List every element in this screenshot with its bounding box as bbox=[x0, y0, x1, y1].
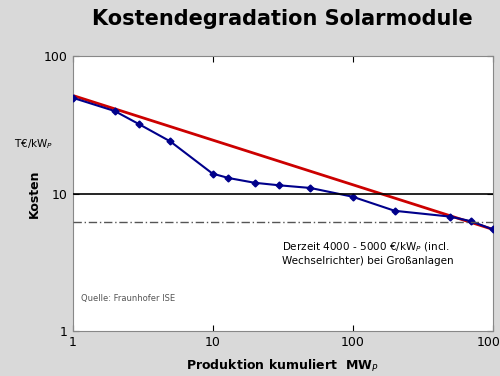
Text: Kostendegradation Solarmodule: Kostendegradation Solarmodule bbox=[92, 9, 473, 29]
Y-axis label: Kosten: Kosten bbox=[28, 170, 41, 218]
Text: Derzeit 4000 - 5000 €/kW$_P$ (incl.
Wechselrichter) bei Großanlagen: Derzeit 4000 - 5000 €/kW$_P$ (incl. Wech… bbox=[282, 240, 454, 265]
Text: Quelle: Fraunhofer ISE: Quelle: Fraunhofer ISE bbox=[81, 294, 175, 303]
Text: Produktion kumuliert  MW$_P$: Produktion kumuliert MW$_P$ bbox=[186, 358, 379, 374]
Text: T€/kW$_P$: T€/kW$_P$ bbox=[14, 137, 53, 151]
